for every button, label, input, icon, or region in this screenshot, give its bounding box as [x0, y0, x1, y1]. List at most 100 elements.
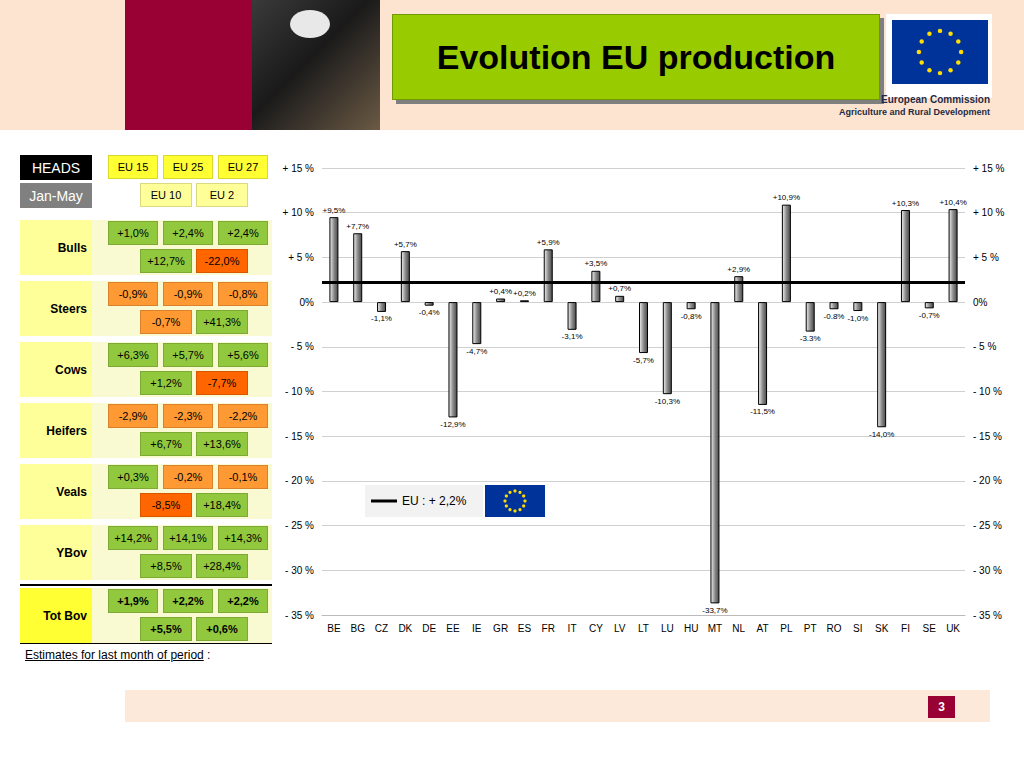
svg-text:CZ: CZ	[375, 623, 388, 634]
svg-text:-0.8%: -0.8%	[824, 312, 845, 321]
svg-text:- 20 %: - 20 %	[285, 475, 314, 486]
svg-text:- 15 %: - 15 %	[285, 431, 314, 442]
html-text:EU 10: EU 10	[150, 189, 182, 201]
svg-text:+0,7%: +0,7%	[608, 284, 631, 293]
svg-text:SK: SK	[875, 623, 889, 634]
svg-text:-4,7%: -4,7%	[466, 347, 487, 356]
html-text:Cows: Cows	[55, 362, 87, 377]
html-text:HEADS: HEADS	[31, 159, 81, 176]
svg-text:- 35 %: - 35 %	[973, 610, 1002, 621]
html-text:EU 25: EU 25	[172, 161, 204, 173]
svg-text:- 25 %: - 25 %	[973, 520, 1002, 531]
svg-text:+2,9%: +2,9%	[727, 265, 750, 274]
html-text:+2,4%: +2,4%	[172, 227, 204, 239]
html-text:Jan-May: Jan-May	[29, 187, 83, 204]
svg-text:0%: 0%	[300, 297, 315, 308]
svg-text:-1,0%: -1,0%	[847, 314, 868, 323]
svg-text:FI: FI	[901, 623, 910, 634]
svg-text:PL: PL	[780, 623, 793, 634]
svg-text:-11,5%: -11,5%	[750, 407, 775, 416]
svg-text:CY: CY	[589, 623, 603, 634]
svg-text:- 10 %: - 10 %	[973, 386, 1002, 397]
svg-text:+0,2%: +0,2%	[513, 289, 536, 298]
html-text:Estimates for last month of pe: Estimates for last month of period:	[25, 648, 211, 662]
svg-text:IT: IT	[568, 623, 577, 634]
html-text:+2,4%: +2,4%	[227, 227, 259, 239]
html-text:-0,9%: -0,9%	[173, 288, 203, 300]
html-text:-22,0%: -22,0%	[204, 255, 240, 267]
svg-text:-14,0%: -14,0%	[869, 430, 894, 439]
html-text:EU 27: EU 27	[227, 161, 259, 173]
svg-text:- 25 %: - 25 %	[285, 520, 314, 531]
svg-text:- 5 %: - 5 %	[973, 341, 996, 352]
svg-text:- 30 %: - 30 %	[973, 565, 1002, 576]
svg-text:+ 5 %: + 5 %	[288, 252, 314, 263]
svg-text:+ 10 %: + 10 %	[283, 207, 315, 218]
html-text:Tot Bov: Tot Bov	[43, 608, 87, 623]
svg-text:-10,3%: -10,3%	[655, 397, 680, 406]
svg-text:+ 5 %: + 5 %	[973, 252, 999, 263]
svg-text:NL: NL	[732, 623, 745, 634]
svg-text:LV: LV	[614, 623, 626, 634]
svg-text:UK: UK	[946, 623, 960, 634]
svg-text:ES: ES	[518, 623, 532, 634]
svg-text:+9,5%: +9,5%	[322, 206, 345, 215]
svg-text:0%: 0%	[973, 297, 988, 308]
svg-text:+3,5%: +3,5%	[584, 259, 607, 268]
html-text:+1,0%: +1,0%	[117, 227, 149, 239]
svg-text:-0,4%: -0,4%	[419, 308, 440, 317]
svg-text:RO: RO	[827, 623, 842, 634]
svg-text:GR: GR	[493, 623, 508, 634]
svg-text:+10,9%: +10,9%	[773, 193, 800, 202]
svg-text:- 30 %: - 30 %	[285, 565, 314, 576]
html-text:Heifers: Heifers	[46, 423, 87, 438]
svg-text:+5,7%: +5,7%	[394, 240, 417, 249]
svg-text:+7,7%: +7,7%	[346, 222, 369, 231]
svg-text:-33,7%: -33,7%	[702, 606, 727, 615]
svg-text:FR: FR	[542, 623, 555, 634]
svg-text:LT: LT	[638, 623, 649, 634]
svg-text:-3.3%: -3.3%	[800, 334, 821, 343]
svg-text:AT: AT	[757, 623, 769, 634]
svg-text:+5,9%: +5,9%	[537, 238, 560, 247]
svg-text:PT: PT	[804, 623, 817, 634]
svg-text:EU : + 2,2%: EU : + 2,2%	[402, 494, 467, 508]
html-text:Steers: Steers	[50, 301, 87, 316]
svg-text:+ 15 %: + 15 %	[973, 163, 1005, 174]
svg-text:-3,1%: -3,1%	[562, 332, 583, 341]
svg-text:DE: DE	[422, 623, 436, 634]
svg-text:- 15 %: - 15 %	[973, 431, 1002, 442]
svg-text:-5,7%: -5,7%	[633, 356, 654, 365]
svg-text:+ 10 %: + 10 %	[973, 207, 1005, 218]
svg-text:+10,3%: +10,3%	[892, 199, 919, 208]
html-text:+12,7%: +12,7%	[147, 255, 185, 267]
svg-text:SI: SI	[853, 623, 862, 634]
svg-text:-12,9%: -12,9%	[440, 420, 465, 429]
svg-text:IE: IE	[472, 623, 482, 634]
html-text:Evolution EU production: Evolution EU production	[436, 37, 836, 76]
svg-text:EE: EE	[446, 623, 460, 634]
svg-text:MT: MT	[708, 623, 722, 634]
svg-text:DK: DK	[398, 623, 412, 634]
svg-text:- 35 %: - 35 %	[285, 610, 314, 621]
svg-text:-1,1%: -1,1%	[371, 314, 392, 323]
svg-text:BG: BG	[350, 623, 365, 634]
svg-text:+ 15 %: + 15 %	[283, 163, 315, 174]
html-text:Bulls: Bulls	[57, 240, 87, 255]
svg-text:- 5 %: - 5 %	[291, 341, 314, 352]
svg-text:SE: SE	[923, 623, 937, 634]
svg-text:-0,8%: -0,8%	[681, 312, 702, 321]
svg-text:LU: LU	[661, 623, 674, 634]
html-text:YBov: YBov	[56, 545, 87, 560]
svg-text:BE: BE	[327, 623, 341, 634]
html-text:EU 15: EU 15	[117, 161, 149, 173]
svg-text:- 10 %: - 10 %	[285, 386, 314, 397]
html-text:Veals: Veals	[56, 484, 87, 499]
html-text:EU 2: EU 2	[209, 189, 235, 201]
svg-text:-0,7%: -0,7%	[919, 311, 940, 320]
svg-text:+0,4%: +0,4%	[489, 287, 512, 296]
svg-text:HU: HU	[684, 623, 698, 634]
svg-text:- 20 %: - 20 %	[973, 475, 1002, 486]
html-text:-0,9%: -0,9%	[118, 288, 148, 300]
svg-text:+10,4%: +10,4%	[939, 198, 966, 207]
